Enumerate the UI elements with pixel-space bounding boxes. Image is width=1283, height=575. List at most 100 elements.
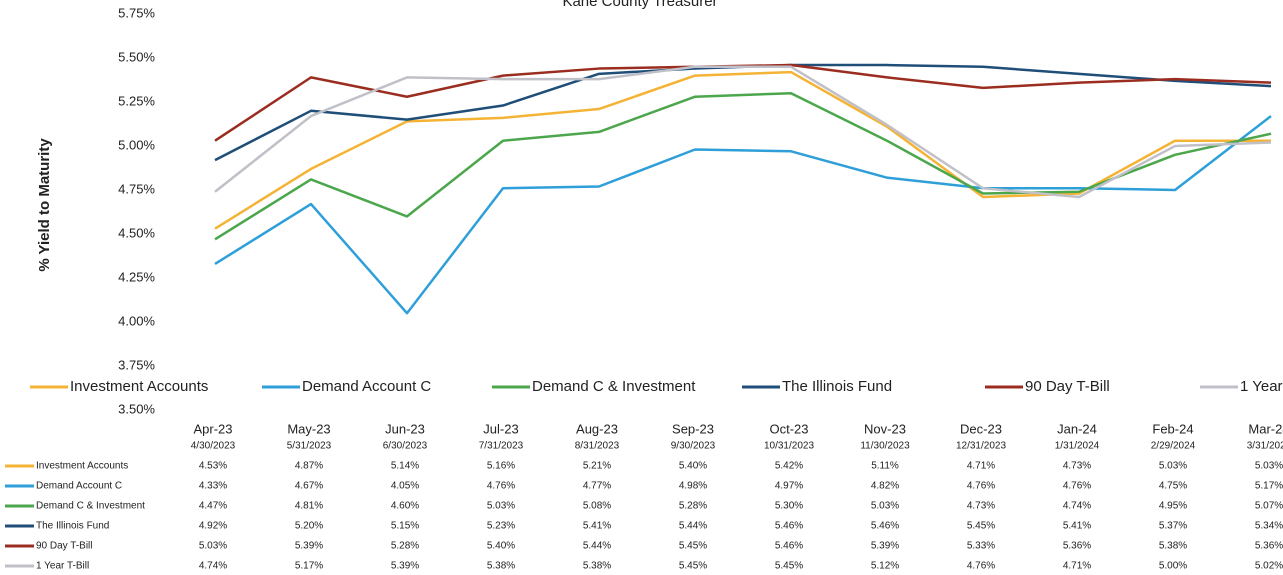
table-cell: 4.81% — [295, 501, 323, 512]
date-label: 9/30/2023 — [671, 441, 716, 452]
x-tick-label: Mar-24 — [1248, 421, 1283, 436]
table-cell: 5.46% — [775, 521, 803, 532]
table-cell: 5.30% — [775, 501, 803, 512]
table-cell: 4.76% — [1063, 481, 1091, 492]
table-cell: 5.07% — [1255, 501, 1283, 512]
table-cell: 5.00% — [1159, 561, 1187, 572]
x-tick-label: Apr-23 — [193, 421, 232, 436]
y-tick-label: 4.00% — [118, 313, 155, 328]
table-cell: 4.73% — [967, 501, 995, 512]
row-label: Investment Accounts — [36, 461, 128, 472]
table-cell: 5.03% — [1159, 461, 1187, 472]
table-cell: 5.45% — [679, 561, 707, 572]
table-cell: 5.44% — [583, 541, 611, 552]
table-cell: 5.03% — [871, 501, 899, 512]
table-cell: 5.41% — [1063, 521, 1091, 532]
date-label: 4/30/2023 — [191, 441, 236, 452]
legend-label: Demand C & Investment — [532, 378, 696, 395]
table-cell: 5.38% — [583, 561, 611, 572]
x-tick-label: May-23 — [287, 421, 330, 436]
table-cell: 5.40% — [679, 461, 707, 472]
date-label: 11/30/2023 — [860, 441, 910, 452]
series-line — [214, 91, 1272, 241]
series-line — [214, 115, 1272, 315]
series-line — [214, 63, 1272, 162]
table-cell: 5.38% — [487, 561, 515, 572]
x-tick-label: Nov-23 — [864, 421, 906, 436]
table-cell: 4.97% — [775, 481, 803, 492]
table-cell: 5.42% — [775, 461, 803, 472]
x-tick-label: Jun-23 — [385, 421, 425, 436]
table-cell: 5.03% — [487, 501, 515, 512]
legend-label: Investment Accounts — [70, 378, 208, 395]
table-cell: 5.38% — [1159, 541, 1187, 552]
y-tick-label: 4.75% — [118, 181, 155, 196]
table-cell: 5.39% — [871, 541, 899, 552]
row-label: 90 Day T-Bill — [36, 541, 93, 552]
legend-label: 90 Day T-Bill — [1025, 378, 1110, 395]
table-cell: 5.44% — [679, 521, 707, 532]
y-tick-label: 5.50% — [118, 49, 155, 64]
table-cell: 4.76% — [967, 561, 995, 572]
y-tick-label: 5.25% — [118, 93, 155, 108]
table-cell: 5.39% — [295, 541, 323, 552]
table-cell: 4.60% — [391, 501, 419, 512]
legend-label: The Illinois Fund — [782, 378, 892, 395]
date-label: 7/31/2023 — [479, 441, 524, 452]
date-label: 6/30/2023 — [383, 441, 428, 452]
table-cell: 5.46% — [775, 541, 803, 552]
date-label: 1/31/2024 — [1055, 441, 1100, 452]
x-tick-label: Dec-23 — [960, 421, 1002, 436]
table-cell: 5.46% — [871, 521, 899, 532]
table-cell: 5.45% — [679, 541, 707, 552]
table-cell: 4.47% — [199, 501, 227, 512]
x-tick-label: Jul-23 — [483, 421, 518, 436]
table-cell: 5.17% — [1255, 481, 1283, 492]
table-cell: 4.75% — [1159, 481, 1187, 492]
table-cell: 5.23% — [487, 521, 515, 532]
date-label: 2/29/2024 — [1151, 441, 1196, 452]
x-tick-label: Sep-23 — [672, 421, 714, 436]
chart-title: Kane County Treasurer — [562, 0, 717, 10]
y-tick-label: 3.75% — [118, 357, 155, 372]
y-tick-label: 4.50% — [118, 225, 155, 240]
table-cell: 4.76% — [967, 481, 995, 492]
table-cell: 5.36% — [1255, 541, 1283, 552]
table-cell: 5.03% — [1255, 461, 1283, 472]
table-cell: 4.74% — [1063, 501, 1091, 512]
table-cell: 5.03% — [199, 541, 227, 552]
legend-label: 1 Year T-Bill — [1240, 378, 1283, 395]
x-tick-label: Jan-24 — [1057, 421, 1097, 436]
x-tick-label: Aug-23 — [576, 421, 618, 436]
date-label: 3/31/2024 — [1247, 441, 1283, 452]
table-cell: 4.71% — [1063, 561, 1091, 572]
date-label: 8/31/2023 — [575, 441, 620, 452]
y-tick-label: 3.50% — [118, 401, 155, 416]
table-cell: 5.08% — [583, 501, 611, 512]
table-cell: 4.05% — [391, 481, 419, 492]
table-cell: 4.77% — [583, 481, 611, 492]
table-cell: 4.82% — [871, 481, 899, 492]
table-cell: 4.71% — [967, 461, 995, 472]
table-cell: 4.92% — [199, 521, 227, 532]
table-cell: 5.39% — [391, 561, 419, 572]
series-line — [214, 65, 1272, 199]
table-cell: 5.20% — [295, 521, 323, 532]
table-cell: 5.34% — [1255, 521, 1283, 532]
row-label: 1 Year T-Bill — [36, 561, 89, 572]
table-cell: 5.21% — [583, 461, 611, 472]
date-label: 10/31/2023 — [764, 441, 814, 452]
table-cell: 4.67% — [295, 481, 323, 492]
table-cell: 4.95% — [1159, 501, 1187, 512]
row-label: Demand Account C — [36, 481, 122, 492]
table-cell: 5.40% — [487, 541, 515, 552]
table-cell: 4.76% — [487, 481, 515, 492]
x-tick-label: Feb-24 — [1152, 421, 1193, 436]
table-cell: 5.37% — [1159, 521, 1187, 532]
y-tick-label: 4.25% — [118, 269, 155, 284]
table-cell: 5.17% — [295, 561, 323, 572]
table-cell: 4.73% — [1063, 461, 1091, 472]
table-cell: 4.87% — [295, 461, 323, 472]
table-cell: 4.98% — [679, 481, 707, 492]
row-label: The Illinois Fund — [36, 521, 109, 532]
